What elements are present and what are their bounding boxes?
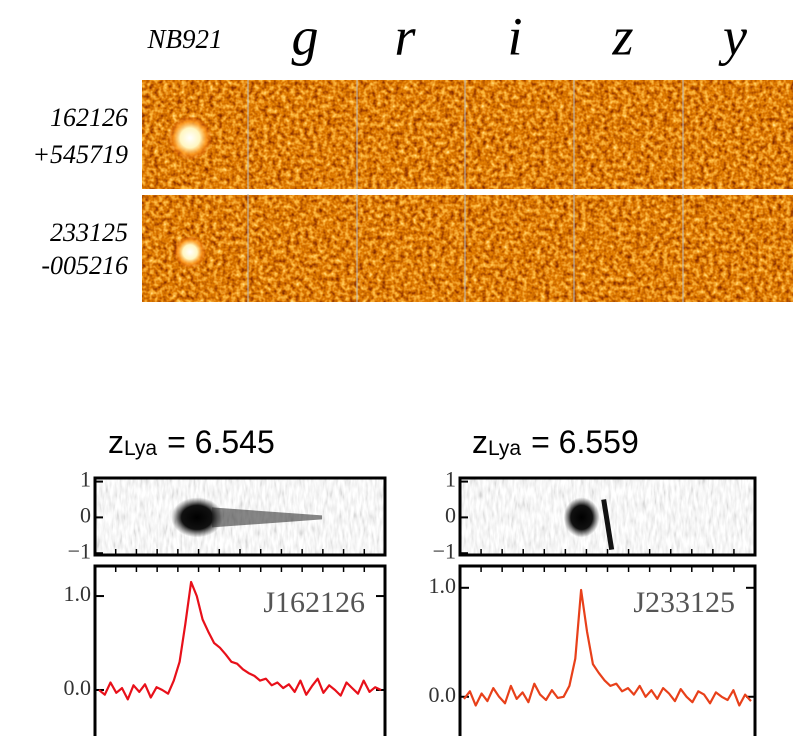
band-label: z [611, 6, 633, 66]
cutout-image [357, 80, 465, 190]
object-id: 233125 [50, 218, 128, 247]
y-tick-label: 0.0 [64, 675, 92, 700]
spectrum-line [463, 588, 752, 707]
cutout-image [574, 80, 683, 190]
source-blob [174, 236, 206, 268]
cutout-image [465, 80, 574, 190]
spectrum-line [98, 580, 382, 701]
title-subscript: Lya [488, 437, 521, 460]
title-symbol: z [472, 424, 488, 460]
band-label: y [718, 6, 747, 66]
inset-y-tick-label: 1 [445, 467, 456, 492]
cutout-image [465, 195, 574, 302]
y-tick-label: 0.0 [429, 682, 457, 707]
band-label: NB921 [146, 24, 222, 54]
inset-y-tick-label: −1 [433, 538, 456, 563]
title-value: = 6.559 [531, 424, 639, 460]
y-tick-label: 1.0 [64, 581, 92, 606]
cutout-image [248, 80, 357, 190]
cutout-image [574, 195, 683, 302]
cutouts: NB921 g r i z y 162126 +545719 233125 -005216 [32, 6, 793, 302]
cutout-image [683, 80, 793, 190]
row-separator [142, 189, 793, 194]
chart-title: zLya = 6.545 [108, 424, 275, 460]
band-label: g [292, 6, 319, 66]
spectrum-2d-tail [212, 507, 323, 528]
spectrum-2d-emission [171, 497, 224, 538]
title-value: = 6.545 [167, 424, 275, 460]
band-label: r [394, 6, 416, 66]
object-coord: +545719 [32, 140, 128, 169]
object-annotation: J162126 [263, 586, 365, 619]
cutout-image [683, 195, 793, 302]
band-label: i [507, 6, 522, 66]
title-symbol: z [108, 424, 124, 460]
cutout-image [248, 195, 357, 302]
y-tick-label: 1.0 [429, 573, 457, 598]
inset-y-tick-label: 1 [80, 467, 91, 492]
source-blob [168, 116, 212, 160]
object-id: 162126 [50, 103, 128, 132]
title-subscript: Lya [124, 437, 157, 460]
object-coord: -005216 [41, 251, 128, 280]
inset-y-tick-label: 0 [80, 502, 91, 527]
chart-title: zLya = 6.559 [472, 424, 639, 460]
spectrum-2d-emission [563, 497, 600, 538]
object-annotation: J233125 [633, 586, 735, 619]
spectrum-2d-residual [601, 499, 615, 551]
inset-y-tick-label: 0 [445, 502, 456, 527]
cutout-image [357, 195, 465, 302]
inset-y-tick-label: −1 [68, 538, 91, 563]
